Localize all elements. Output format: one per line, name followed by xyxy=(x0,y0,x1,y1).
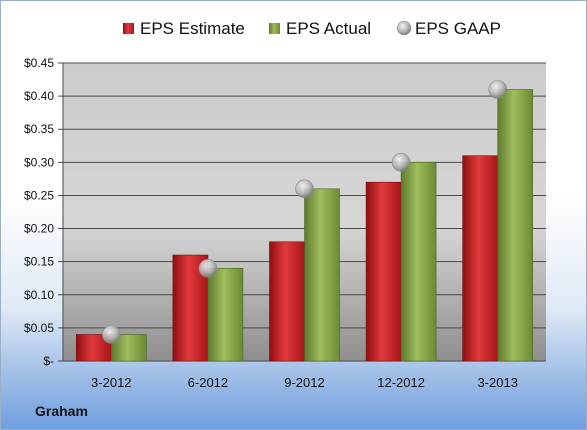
x-tick-label: 9-2012 xyxy=(284,375,324,390)
legend-swatch xyxy=(396,20,412,36)
y-tick-label: $0.05 xyxy=(24,321,54,335)
marker-eps-gaap xyxy=(295,179,314,199)
y-tick-label: $0.30 xyxy=(24,155,54,169)
gaap-markers xyxy=(102,80,508,344)
legend-label: EPS Actual xyxy=(286,19,371,38)
bar-eps-actual xyxy=(497,89,534,362)
y-tick-label: $0.40 xyxy=(24,89,54,103)
legend-label: EPS Estimate xyxy=(140,19,245,38)
bar-eps-actual xyxy=(207,267,244,362)
company-label: Graham xyxy=(35,403,88,419)
bar-eps-estimate xyxy=(462,155,499,362)
bar-eps-actual xyxy=(400,162,437,362)
y-tick-label: $0.10 xyxy=(24,288,54,302)
y-tick-label: $0.25 xyxy=(24,188,54,202)
x-tick-label: 12-2012 xyxy=(377,375,425,390)
y-tick-label: $- xyxy=(43,354,54,368)
legend-swatch xyxy=(269,23,280,34)
x-tick-label: 3-2012 xyxy=(91,375,131,390)
x-tick-label: 6-2012 xyxy=(188,375,228,390)
marker-eps-gaap xyxy=(198,258,218,278)
y-tick-label: $0.15 xyxy=(24,255,54,269)
bar-eps-estimate xyxy=(269,241,305,362)
marker-eps-gaap xyxy=(391,153,411,172)
y-tick-label: $0.35 xyxy=(24,122,54,136)
y-axis-labels: $- $0.05 $0.10 $0.15 $0.20 $0.25 $0.30 $0.35 $0.… xyxy=(24,56,54,368)
x-tick-label: 3-2013 xyxy=(477,375,517,390)
y-tick-label: $0.45 xyxy=(24,56,54,70)
bars xyxy=(76,89,534,362)
legend-swatch xyxy=(123,23,134,34)
bar-eps-estimate xyxy=(365,181,402,362)
marker-eps-gaap xyxy=(102,325,121,344)
legend: EPS Estimate EPS Actual EPS GAAP xyxy=(123,19,501,38)
marker-eps-gaap xyxy=(488,80,508,99)
legend-label: EPS GAAP xyxy=(415,19,501,38)
x-axis-labels: 3-2012 6-2012 9-2012 12-2012 3-2013 xyxy=(91,375,518,390)
y-tick-label: $0.20 xyxy=(24,222,54,236)
bar-eps-actual xyxy=(304,188,340,362)
